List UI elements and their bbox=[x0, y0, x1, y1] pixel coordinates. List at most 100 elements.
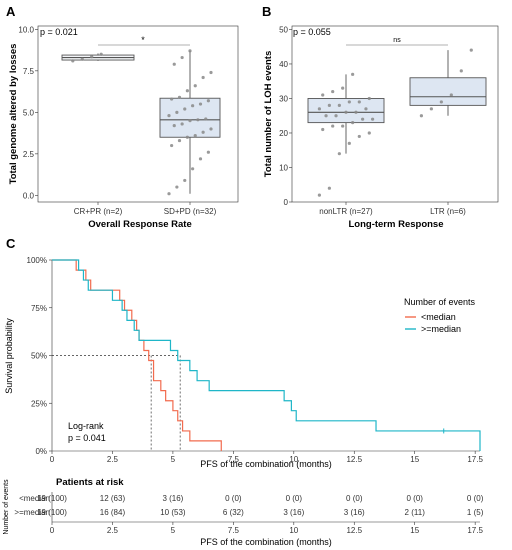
x-tick-label: SD+PD (n=32) bbox=[164, 207, 217, 216]
y-tick-label: 0 bbox=[284, 198, 289, 207]
data-point bbox=[334, 114, 338, 118]
data-point bbox=[327, 186, 331, 190]
y-tick-label: 2.5 bbox=[23, 150, 35, 159]
y-tick-label: 10 bbox=[279, 163, 288, 172]
panel-a-letter: A bbox=[6, 4, 16, 19]
data-point bbox=[324, 114, 328, 118]
panel-a-pvalue: p = 0.021 bbox=[40, 27, 78, 37]
panel-b-x-ticks: nonLTR (n=27) LTR (n=6) bbox=[319, 202, 466, 216]
panel-a: A p = 0.021 0.0 2.5 5.0 7.5 10.0 CR+PR (n=2)… bbox=[6, 4, 239, 230]
panel-b-xlabel: Long-term Response bbox=[348, 219, 443, 230]
y-tick-label: 25% bbox=[31, 399, 47, 408]
box-iqr bbox=[409, 77, 487, 106]
panel-b-boxes bbox=[307, 50, 487, 154]
data-point bbox=[80, 57, 84, 61]
data-point bbox=[344, 110, 348, 114]
risk-x-tick-label: 5 bbox=[171, 526, 176, 535]
risk-x-tick-label: 0 bbox=[50, 526, 55, 535]
panel-a-frame bbox=[37, 25, 239, 203]
legend-label-below-median: <median bbox=[421, 312, 456, 322]
x-tick-label: CR+PR (n=2) bbox=[74, 207, 123, 216]
risk-x-tick-label: 2.5 bbox=[107, 526, 119, 535]
logrank-pvalue: p = 0.041 bbox=[68, 433, 106, 443]
panel-a-x-ticks: CR+PR (n=2) SD+PD (n=32) bbox=[74, 202, 217, 216]
data-point bbox=[327, 103, 331, 107]
logrank-label: Log-rank bbox=[68, 421, 104, 431]
data-point bbox=[180, 122, 184, 126]
x-tick-label: 10 bbox=[289, 455, 298, 464]
risk-cell: 3 (16) bbox=[162, 494, 183, 503]
risk-table-xlabel: PFS of the combination (months) bbox=[200, 537, 332, 547]
data-point bbox=[201, 75, 205, 80]
y-tick-label: 0.0 bbox=[23, 191, 35, 200]
data-point bbox=[341, 124, 345, 128]
risk-cell: 0 (0) bbox=[406, 494, 423, 503]
data-point bbox=[99, 52, 103, 56]
risk-cell: 1 (5) bbox=[467, 508, 484, 517]
risk-cell: 19 (100) bbox=[37, 508, 67, 517]
panel-a-ylabel: Total genome altered by losses bbox=[8, 44, 19, 185]
data-point bbox=[347, 100, 351, 104]
risk-cell: 0 (0) bbox=[286, 494, 303, 503]
data-point bbox=[201, 130, 205, 134]
panel-b: B p = 0.055 0 10 20 30 40 50 nonLTR (n=27) LTR… bbox=[262, 4, 499, 230]
data-point bbox=[351, 72, 355, 76]
x-tick-label: 17.5 bbox=[467, 455, 483, 464]
x-tick-label: 12.5 bbox=[346, 455, 362, 464]
data-point bbox=[170, 97, 174, 101]
x-tick-label: 0 bbox=[50, 455, 55, 464]
data-point bbox=[198, 157, 203, 161]
risk-x-tick-label: 15 bbox=[410, 526, 419, 535]
data-point bbox=[177, 95, 182, 99]
x-tick-label: 15 bbox=[410, 455, 419, 464]
data-point bbox=[175, 110, 179, 114]
panel-c-y-ticks: 0% 25% 50% 75% 100% bbox=[27, 256, 52, 456]
x-tick-label: 7.5 bbox=[228, 455, 240, 464]
y-tick-label: 40 bbox=[279, 60, 288, 69]
panel-b-ylabel: Total number of LOH events bbox=[263, 51, 274, 178]
risk-table-cells: 19 (100) 12 (63) 3 (16) 0 (0) 0 (0) 0 (0) 0 (0… bbox=[37, 494, 484, 517]
y-tick-label: 10.0 bbox=[18, 25, 34, 34]
data-point bbox=[185, 89, 189, 93]
data-point bbox=[321, 93, 325, 97]
panel-c-median-reference-lines bbox=[52, 355, 181, 451]
data-point bbox=[175, 185, 179, 189]
survival-curve-above-median bbox=[52, 259, 481, 451]
panel-a-points bbox=[71, 49, 213, 196]
risk-x-tick-label: 10 bbox=[289, 526, 298, 535]
panel-c-ylabel: Survival probability bbox=[4, 318, 14, 394]
data-point bbox=[347, 141, 351, 145]
data-point bbox=[71, 59, 75, 63]
panel-b-pvalue: p = 0.055 bbox=[293, 27, 331, 37]
data-point bbox=[183, 107, 187, 111]
risk-table-x-ticks: 0 2.5 5 7.5 10 12.5 15 17.5 bbox=[50, 522, 483, 535]
y-tick-label: 30 bbox=[279, 94, 288, 103]
data-point bbox=[357, 100, 361, 104]
risk-table-ylabel: Number of events bbox=[3, 479, 10, 535]
data-point bbox=[167, 114, 171, 118]
panel-a-significance: * bbox=[141, 35, 145, 45]
data-point bbox=[172, 124, 176, 128]
risk-x-tick-label: 7.5 bbox=[228, 526, 240, 535]
data-point bbox=[331, 124, 335, 128]
panel-b-points bbox=[317, 48, 473, 197]
legend-label-above-median: >=median bbox=[421, 324, 461, 334]
data-point bbox=[167, 192, 171, 196]
risk-x-tick-label: 12.5 bbox=[346, 526, 362, 535]
risk-table-title: Patients at risk bbox=[56, 477, 124, 488]
panel-a-xlabel: Overall Response Rate bbox=[88, 219, 192, 230]
y-tick-label: 7.5 bbox=[23, 67, 35, 76]
risk-row-label-above-median: >=median bbox=[14, 508, 50, 517]
data-point bbox=[357, 134, 361, 139]
panel-c-x-ticks: 0 2.5 5 7.5 10 12.5 15 17.5 bbox=[50, 451, 483, 464]
data-point bbox=[351, 121, 355, 125]
panel-a-y-ticks: 0.0 2.5 5.0 7.5 10.0 bbox=[18, 25, 38, 200]
risk-cell: 2 (11) bbox=[405, 508, 426, 517]
x-tick-label: LTR (n=6) bbox=[430, 207, 466, 216]
panel-b-y-ticks: 0 10 20 30 40 50 bbox=[279, 25, 292, 207]
risk-cell: 0 (0) bbox=[467, 494, 484, 503]
risk-x-tick-label: 17.5 bbox=[467, 526, 483, 535]
data-point bbox=[354, 110, 358, 114]
x-tick-label: nonLTR (n=27) bbox=[319, 207, 373, 216]
